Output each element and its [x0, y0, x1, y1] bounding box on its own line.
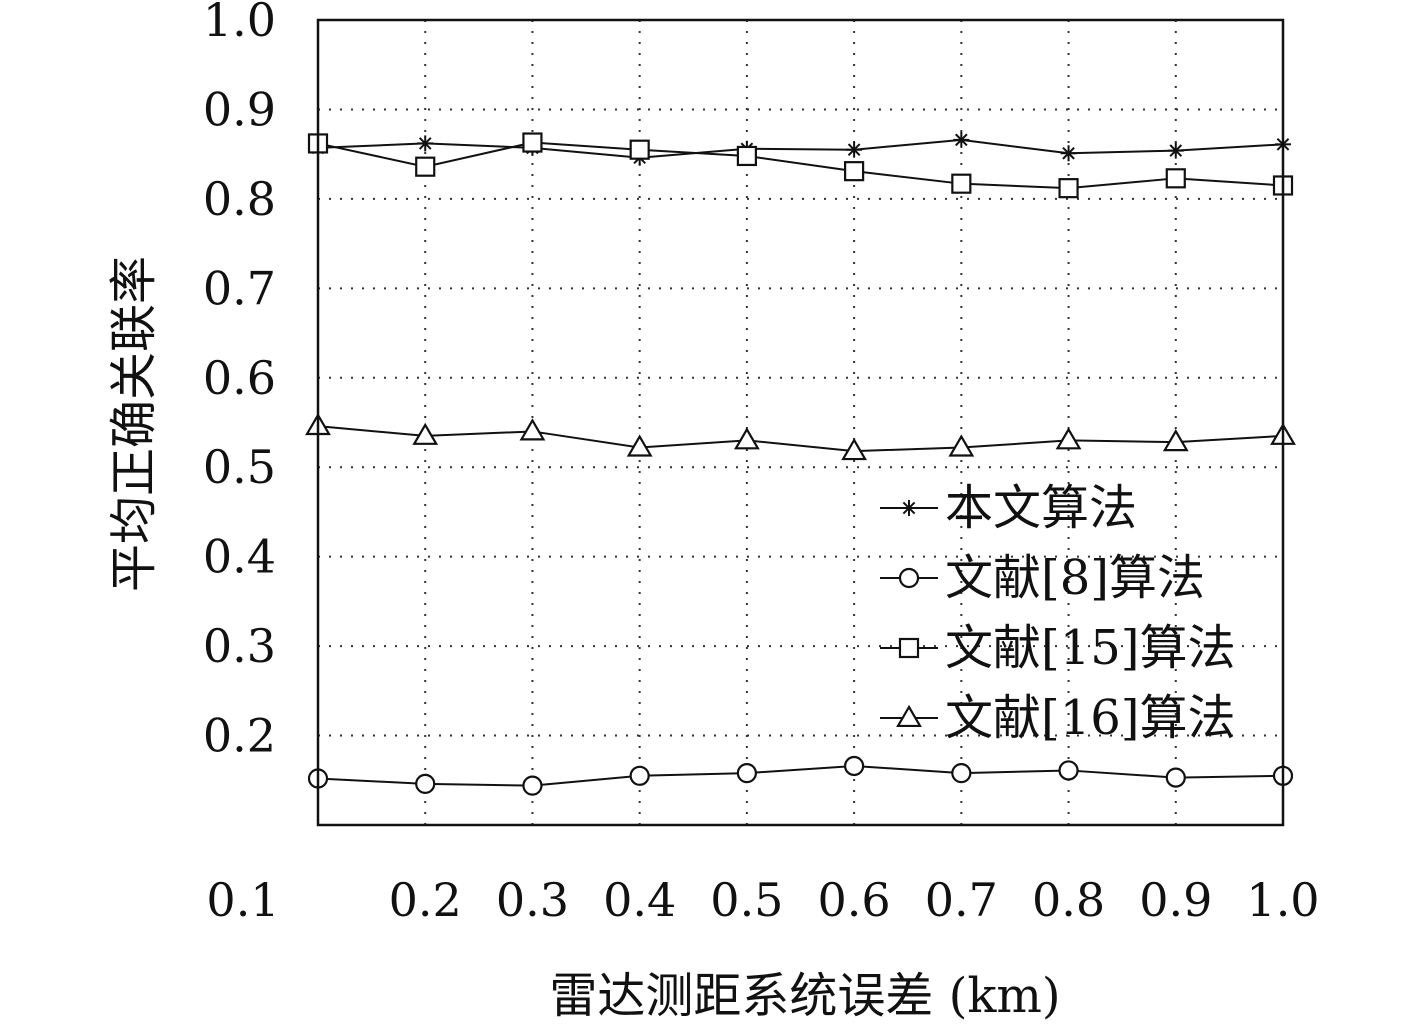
x-tick-label: 1.0 [1246, 873, 1319, 927]
y-tick-label: 0.3 [203, 619, 276, 673]
legend-item: 文献[8]算法 [880, 550, 1205, 606]
marker-circle [415, 773, 436, 794]
marker-asterisk-stroke [902, 501, 916, 515]
legend-item: 文献[16]算法 [880, 690, 1236, 746]
marker-triangle [1055, 427, 1082, 450]
marker-asterisk-stroke [955, 133, 968, 147]
x-tick-label: 0.4 [603, 873, 676, 927]
marker-square [736, 145, 757, 167]
marker-square [844, 161, 865, 182]
marker-asterisk [846, 141, 863, 158]
marker-circle [629, 765, 650, 786]
marker-triangle [948, 434, 975, 457]
marker-asterisk [953, 131, 970, 148]
marker-asterisk-stroke [1062, 146, 1075, 160]
y-tick-label: 0.7 [203, 261, 276, 315]
series-square [307, 132, 1294, 199]
y-tick-label: 0.6 [203, 351, 276, 405]
x-tick-label: 0.6 [818, 873, 891, 927]
marker-circle [522, 775, 543, 796]
x-tick-label: 0.5 [710, 873, 783, 927]
x-tick-label: 0.1 [206, 873, 279, 927]
series-line [317, 425, 1284, 453]
legend-label: 文献[15]算法 [945, 620, 1236, 676]
marker-circle [951, 763, 972, 784]
y-tick-label: 0.9 [203, 82, 276, 136]
legend-item: 本文算法 [880, 480, 1137, 536]
x-tick-label: 0.7 [925, 873, 998, 927]
plot-frame [316, 18, 1285, 827]
marker-asterisk-stroke [418, 137, 432, 150]
series-triangle [305, 412, 1296, 461]
marker-square [629, 139, 650, 160]
marker-square [522, 132, 543, 153]
marker-asterisk [901, 500, 917, 516]
marker-circle [736, 763, 757, 784]
x-tick-label: 0.8 [1032, 873, 1105, 927]
series-circle [307, 755, 1294, 796]
series-asterisk [310, 131, 1291, 166]
marker-triangle [519, 418, 546, 441]
series-line [317, 764, 1284, 787]
marker-circle [844, 755, 865, 777]
x-tick-label: 0.3 [496, 873, 569, 927]
y-tick-label: 0.8 [203, 172, 276, 226]
y-axis-title: 平均正确关联率 [106, 256, 162, 592]
y-tick-labels: 1.0 0.9 0.8 0.7 0.6 0.5 0.4 0.3 0.2 [203, 0, 276, 763]
marker-triangle [626, 434, 653, 457]
y-tick-label: 0.4 [203, 530, 276, 584]
marker-circle [1058, 760, 1079, 781]
marker-square [1165, 168, 1186, 189]
x-tick-labels: 0.1 0.2 0.3 0.4 0.5 0.6 0.7 0.8 0.9 1.0 [206, 873, 1319, 927]
y-tick-label: 1.0 [203, 0, 276, 47]
marker-triangle [733, 427, 760, 450]
marker-triangle [896, 704, 922, 728]
x-tick-label: 0.2 [389, 873, 462, 927]
marker-square [951, 173, 972, 194]
marker-circle [1165, 767, 1186, 788]
legend-label: 本文算法 [945, 480, 1137, 536]
marker-square [415, 156, 436, 177]
y-tick-label: 0.5 [203, 440, 276, 494]
marker-asterisk [417, 135, 434, 152]
marker-asterisk-stroke [847, 143, 861, 157]
legend-label: 文献[16]算法 [945, 690, 1236, 746]
marker-asterisk [1167, 142, 1184, 159]
x-axis-title: 雷达测距系统误差 (km) [549, 968, 1060, 1024]
legend-item: 文献[15]算法 [880, 620, 1236, 676]
series-line [317, 138, 1284, 159]
marker-triangle [841, 437, 868, 461]
y-tick-label: 0.2 [203, 709, 276, 763]
marker-triangle [412, 422, 439, 445]
marker-asterisk [1060, 145, 1077, 162]
series-line [317, 141, 1284, 190]
x-tick-label: 0.9 [1139, 873, 1212, 927]
marker-square [898, 637, 920, 659]
marker-triangle [1162, 428, 1189, 452]
marker-circle [898, 567, 920, 589]
marker-square [1058, 178, 1079, 199]
marker-asterisk-stroke [1169, 144, 1183, 157]
legend-label: 文献[8]算法 [945, 550, 1205, 606]
